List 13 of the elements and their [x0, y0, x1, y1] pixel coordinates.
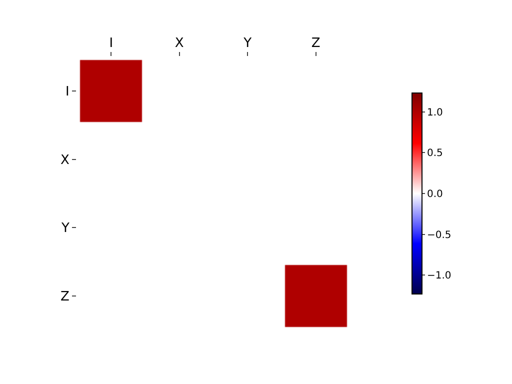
- y-tick-label: Y: [60, 221, 70, 236]
- x-tick-label: I: [109, 36, 114, 51]
- y-tick-label: I: [66, 84, 70, 100]
- y-tick-label: Z: [60, 289, 70, 304]
- color-bar-label: −0.5: [427, 230, 452, 241]
- color-bar-label: −1.0: [427, 270, 452, 282]
- color-bar-label: 0.0: [427, 189, 443, 200]
- x-tick-label: Z: [311, 36, 320, 51]
- x-tick-label: X: [174, 36, 184, 51]
- color-bar-label: 1.0: [427, 107, 443, 118]
- color-bar-label: 0.5: [427, 148, 443, 160]
- x-tick-label: Y: [242, 36, 252, 51]
- y-tick-label: X: [60, 152, 70, 168]
